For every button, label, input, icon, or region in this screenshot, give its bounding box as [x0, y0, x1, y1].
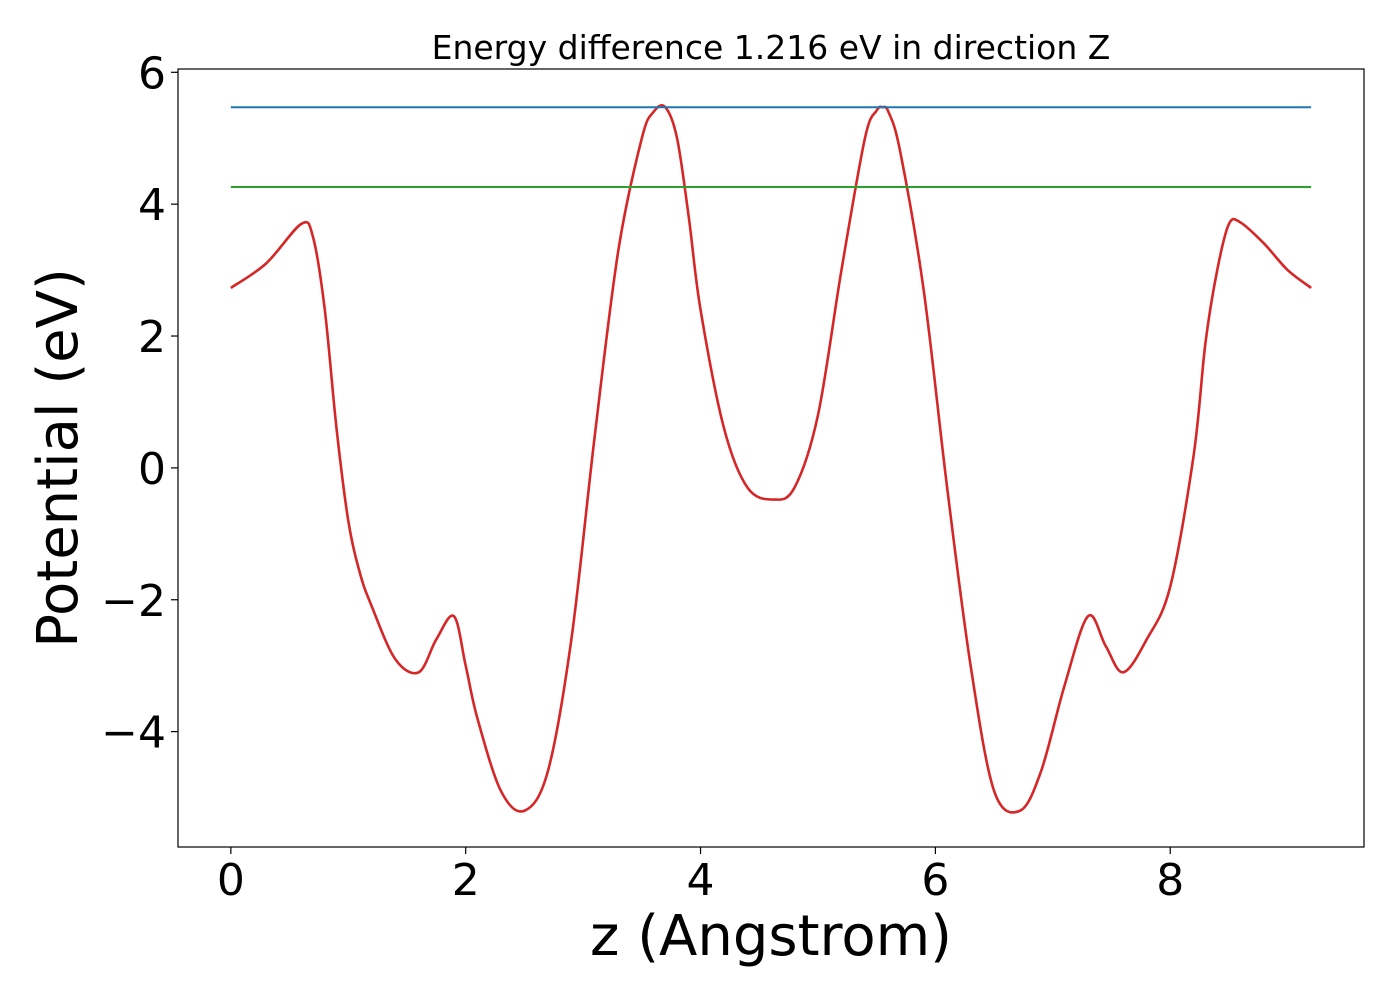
x-tick-label: 2 — [452, 855, 480, 906]
x-axis-label: z (Angstrom) — [590, 904, 952, 969]
y-tick-label: 6 — [138, 48, 166, 99]
x-tick-label: 8 — [1156, 855, 1184, 906]
y-tick-label: 4 — [138, 180, 166, 231]
x-tick-label: 0 — [217, 855, 245, 906]
y-tick-label: 0 — [138, 444, 166, 495]
x-tick-label: 6 — [921, 855, 949, 906]
series-layer — [230, 104, 1312, 814]
y-tick-label: −2 — [101, 576, 166, 627]
plot-frame — [177, 68, 1365, 848]
chart-title: Energy difference 1.216 eV in direction … — [432, 28, 1111, 67]
x-axis-ticks: 0 2 4 6 8 — [217, 847, 1184, 906]
y-tick-label: −4 — [101, 708, 166, 759]
x-tick-label: 4 — [687, 855, 715, 906]
y-axis-ticks: −4 −2 0 2 4 6 — [101, 48, 178, 759]
y-tick-label: 2 — [138, 312, 166, 363]
y-axis-label: Potential (eV) — [26, 268, 91, 648]
series-line-1 — [230, 104, 1312, 814]
